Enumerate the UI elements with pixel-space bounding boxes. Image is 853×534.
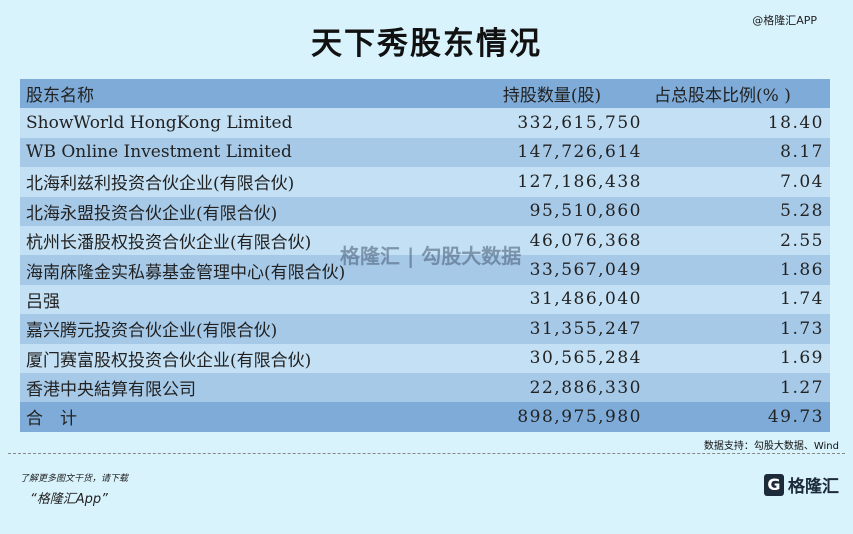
table-row: 北海永盟投资合伙企业(有限合伙) 95,510,860 5.28 bbox=[20, 196, 830, 226]
page-title: 天下秀股东情况 bbox=[311, 26, 542, 62]
total-ratio: 49.73 bbox=[648, 402, 830, 432]
logo-text: 格隆汇 bbox=[788, 477, 839, 497]
logo: G 格隆汇 bbox=[764, 472, 839, 497]
cell-name: 吕强 bbox=[20, 284, 456, 315]
table-row: 香港中央結算有限公司 22,886,330 1.27 bbox=[20, 372, 830, 403]
cell-shares: 31,355,247 bbox=[456, 314, 648, 344]
data-source: 数据支持：勾股大数据、Wind bbox=[703, 441, 839, 452]
cell-name: 海南庥隆金实私募基金管理中心(有限合伙) bbox=[20, 255, 456, 285]
divider bbox=[8, 453, 845, 454]
total-shares: 898,975,980 bbox=[456, 402, 648, 432]
cell-shares: 30,565,284 bbox=[456, 343, 648, 373]
promo-app-name: “格隆汇App” bbox=[30, 492, 108, 507]
header-shares: 持股数量(股) bbox=[456, 79, 648, 109]
shareholder-table: 股东名称 持股数量(股) 占总股本比例(% ) ShowWorld HongKo… bbox=[20, 79, 830, 432]
cell-ratio: 7.04 bbox=[648, 167, 830, 197]
header-name: 股东名称 bbox=[20, 79, 456, 109]
cell-shares: 127,186,438 bbox=[456, 167, 648, 197]
table-header: 股东名称 持股数量(股) 占总股本比例(% ) bbox=[20, 79, 830, 109]
cell-shares: 46,076,368 bbox=[456, 225, 648, 256]
cell-ratio: 1.27 bbox=[648, 372, 830, 403]
cell-name: 北海利兹利投资合伙企业(有限合伙) bbox=[20, 167, 456, 197]
cell-shares: 33,567,049 bbox=[456, 255, 648, 285]
cell-shares: 332,615,750 bbox=[456, 108, 648, 138]
cell-ratio: 1.74 bbox=[648, 284, 830, 315]
cell-name: ShowWorld HongKong Limited bbox=[20, 108, 456, 138]
table-row: 厦门赛富股权投资合伙企业(有限合伙) 30,565,284 1.69 bbox=[20, 343, 830, 373]
cell-ratio: 1.86 bbox=[648, 255, 830, 285]
cell-ratio: 8.17 bbox=[648, 137, 830, 168]
cell-shares: 31,486,040 bbox=[456, 284, 648, 315]
cell-ratio: 18.40 bbox=[648, 108, 830, 138]
table-row: 北海利兹利投资合伙企业(有限合伙) 127,186,438 7.04 bbox=[20, 167, 830, 197]
cell-ratio: 2.55 bbox=[648, 225, 830, 256]
table-row: 杭州长潘股权投资合伙企业(有限合伙) 46,076,368 2.55 bbox=[20, 225, 830, 256]
cell-name: 杭州长潘股权投资合伙企业(有限合伙) bbox=[20, 225, 456, 256]
cell-name: 厦门赛富股权投资合伙企业(有限合伙) bbox=[20, 343, 456, 373]
promo-text: 了解更多图文干货，请下载 bbox=[20, 474, 129, 484]
header-ratio: 占总股本比例(% ) bbox=[648, 79, 830, 109]
total-label: 合 计 bbox=[20, 402, 456, 432]
cell-ratio: 1.73 bbox=[648, 314, 830, 344]
logo-g-icon: G bbox=[764, 473, 784, 496]
cell-name: WB Online Investment Limited bbox=[20, 137, 456, 168]
cell-ratio: 1.69 bbox=[648, 343, 830, 373]
cell-name: 北海永盟投资合伙企业(有限合伙) bbox=[20, 196, 456, 226]
total-row: 合 计 898,975,980 49.73 bbox=[20, 402, 830, 432]
table-row: 吕强 31,486,040 1.74 bbox=[20, 284, 830, 315]
cell-ratio: 5.28 bbox=[648, 196, 830, 226]
cell-shares: 22,886,330 bbox=[456, 372, 648, 403]
cell-shares: 95,510,860 bbox=[456, 196, 648, 226]
cell-name: 嘉兴腾元投资合伙企业(有限合伙) bbox=[20, 314, 456, 344]
table-row: WB Online Investment Limited 147,726,614 8… bbox=[20, 137, 830, 168]
cell-shares: 147,726,614 bbox=[456, 137, 648, 168]
table-row: 嘉兴腾元投资合伙企业(有限合伙) 31,355,247 1.73 bbox=[20, 314, 830, 344]
brand-watermark: @格隆汇APP bbox=[752, 14, 817, 27]
table-row: ShowWorld HongKong Limited 332,615,750 18.… bbox=[20, 108, 830, 138]
cell-name: 香港中央結算有限公司 bbox=[20, 372, 456, 403]
table-row: 海南庥隆金实私募基金管理中心(有限合伙) 33,567,049 1.86 bbox=[20, 255, 830, 285]
